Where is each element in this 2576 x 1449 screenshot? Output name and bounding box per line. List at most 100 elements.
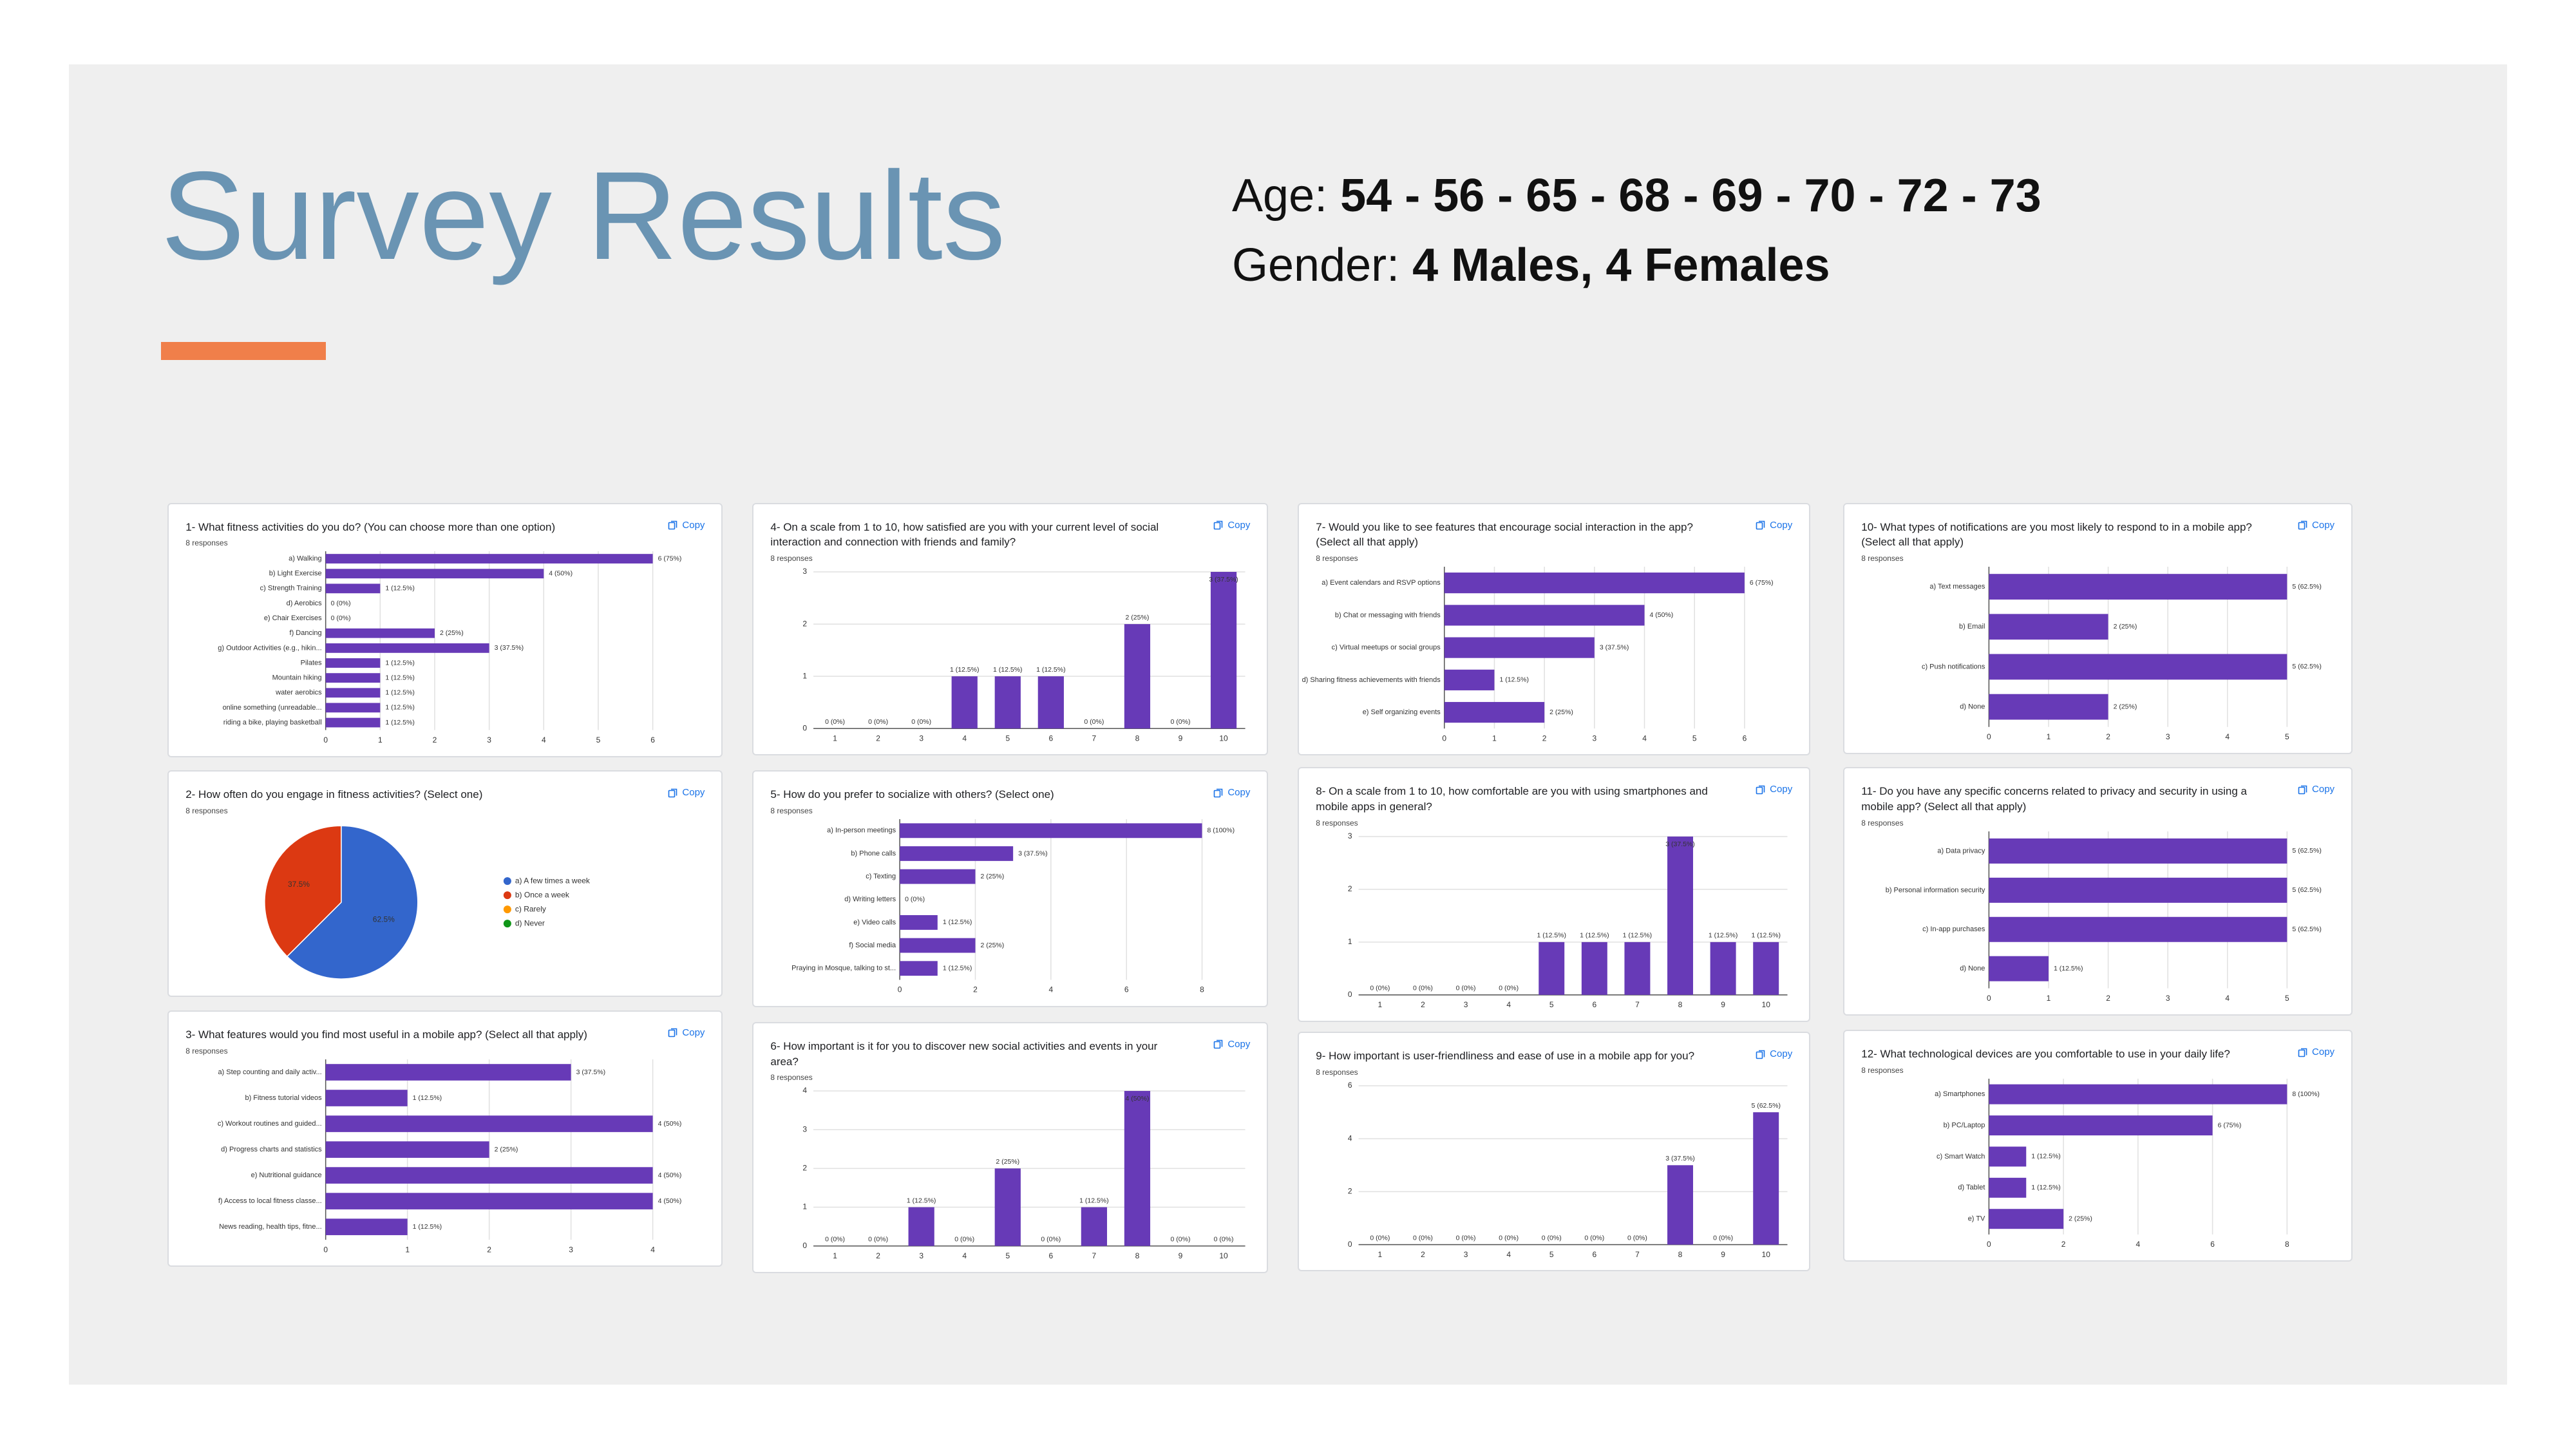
bar bbox=[325, 554, 653, 564]
x-tick-label: 1 bbox=[833, 1251, 838, 1260]
copy-button[interactable]: Copy bbox=[1756, 784, 1792, 795]
bar bbox=[325, 718, 381, 728]
chart: 0 1 2 3 4 5 a) Data privacy 5 (62.5%) b) Persona… bbox=[1886, 831, 2322, 1003]
value-label: 0 (0%) bbox=[1413, 1234, 1433, 1242]
copy-label: Copy bbox=[1227, 1038, 1251, 1050]
value-label: 0 (0%) bbox=[1456, 985, 1476, 992]
value-label: 1 (12.5%) bbox=[1036, 666, 1066, 674]
value-label: 1 (12.5%) bbox=[2032, 1153, 2061, 1160]
value-label: 3 (37.5%) bbox=[1666, 1155, 1696, 1162]
x-tick-label: 5 bbox=[2285, 732, 2289, 741]
copy-button[interactable]: Copy bbox=[1756, 1048, 1792, 1059]
x-tick-label: 1 bbox=[406, 1245, 410, 1254]
responses-count: 8 responses bbox=[770, 554, 813, 564]
y-tick-label: 2 bbox=[803, 1164, 808, 1173]
bar bbox=[325, 658, 381, 668]
bar bbox=[951, 676, 978, 729]
copy-button[interactable]: Copy bbox=[1213, 520, 1250, 531]
bar bbox=[1582, 942, 1608, 995]
copy-icon bbox=[1756, 520, 1765, 530]
bar bbox=[908, 1207, 935, 1247]
value-label: 0 (0%) bbox=[1627, 1234, 1647, 1242]
x-tick-label: 3 bbox=[1464, 1250, 1468, 1259]
copy-button[interactable]: Copy bbox=[1213, 787, 1250, 798]
x-tick-label: 4 bbox=[1507, 1000, 1511, 1009]
category-label: c) In-app purchases bbox=[1922, 925, 1985, 933]
question-title: 5- How do you prefer to socialize with o… bbox=[770, 788, 1054, 801]
value-label: 1 (12.5%) bbox=[2032, 1184, 2061, 1191]
bar bbox=[325, 569, 544, 579]
copy-button[interactable]: Copy bbox=[668, 787, 705, 798]
x-tick-label: 4 bbox=[1642, 734, 1647, 743]
y-tick-label: 2 bbox=[803, 619, 808, 628]
copy-label: Copy bbox=[2312, 519, 2335, 531]
responses-count: 8 responses bbox=[770, 1073, 813, 1083]
copy-button[interactable]: Copy bbox=[1213, 1039, 1250, 1050]
category-label: d) None bbox=[1960, 703, 1985, 711]
copy-button[interactable]: Copy bbox=[2298, 520, 2334, 531]
y-tick-label: 0 bbox=[803, 1241, 808, 1250]
bar bbox=[1710, 942, 1736, 995]
x-tick-label: 9 bbox=[1721, 1250, 1726, 1259]
category-label: d) Sharing fitness achievements with fri… bbox=[1302, 676, 1441, 684]
x-tick-label: 2 bbox=[876, 734, 881, 743]
x-tick-label: 5 bbox=[1006, 734, 1010, 743]
age-line: Age: 54 - 56 - 65 - 68 - 69 - 70 - 72 - … bbox=[1232, 173, 2041, 219]
bar bbox=[1989, 838, 2287, 864]
value-label: 1 (12.5%) bbox=[1623, 932, 1653, 940]
copy-button[interactable]: Copy bbox=[2298, 1046, 2334, 1057]
category-label: d) Writing letters bbox=[845, 896, 896, 904]
y-tick-label: 0 bbox=[1348, 1240, 1352, 1249]
value-label: 0 (0%) bbox=[1041, 1236, 1061, 1244]
category-label: a) In-person meetings bbox=[828, 827, 896, 835]
bar bbox=[1753, 942, 1779, 995]
bar bbox=[1124, 1091, 1151, 1247]
bar bbox=[325, 1218, 408, 1235]
legend-label: c) Rarely bbox=[515, 905, 546, 914]
value-label: 6 (75%) bbox=[1750, 579, 1774, 587]
chart: 0 1 2 3 4 5 a) Text messages 5 (62.5%) b) Email 2… bbox=[1922, 567, 2322, 741]
category-label: e) Chair Exercises bbox=[264, 614, 322, 622]
category-label: c) Push notifications bbox=[1922, 663, 1985, 671]
y-tick-label: 3 bbox=[803, 567, 808, 576]
copy-icon bbox=[1756, 785, 1765, 795]
category-label: c) Virtual meetups or social groups bbox=[1332, 644, 1441, 652]
value-label: 1 (12.5%) bbox=[386, 719, 415, 726]
category-label: f) Access to local fitness classe... bbox=[218, 1197, 322, 1205]
x-tick-label: 4 bbox=[2136, 1240, 2141, 1249]
category-label: online something (unreadable... bbox=[223, 704, 322, 712]
x-tick-label: 5 bbox=[1006, 1251, 1010, 1260]
slice-label: 37.5% bbox=[288, 880, 310, 889]
value-label: 4 (50%) bbox=[658, 1197, 682, 1205]
bar bbox=[325, 1115, 653, 1132]
x-tick-label: 1 bbox=[1378, 1250, 1383, 1259]
value-label: 0 (0%) bbox=[825, 718, 845, 726]
bar bbox=[325, 1141, 489, 1158]
x-tick-label: 8 bbox=[1678, 1250, 1683, 1259]
value-label: 5 (62.5%) bbox=[2293, 583, 2322, 591]
value-label: 0 (0%) bbox=[1370, 1234, 1390, 1242]
x-tick-label: 2 bbox=[2106, 994, 2110, 1003]
bar bbox=[1038, 676, 1065, 729]
bar bbox=[325, 673, 381, 683]
card-header: 9- How important is user-friendliness an… bbox=[1316, 1048, 1792, 1064]
copy-icon bbox=[2298, 1048, 2307, 1057]
copy-button[interactable]: Copy bbox=[668, 520, 705, 531]
responses-count: 8 responses bbox=[1316, 554, 1358, 564]
copy-button[interactable]: Copy bbox=[2298, 784, 2334, 795]
card-header: 4- On a scale from 1 to 10, how satisfie… bbox=[770, 520, 1250, 551]
value-label: 1 (12.5%) bbox=[943, 965, 972, 972]
value-label: 1 (12.5%) bbox=[1500, 676, 1530, 684]
category-label: b) Phone calls bbox=[851, 850, 896, 858]
value-label: 5 (62.5%) bbox=[2293, 663, 2322, 670]
copy-button[interactable]: Copy bbox=[668, 1027, 705, 1038]
value-label: 0 (0%) bbox=[1585, 1234, 1605, 1242]
bar bbox=[1753, 1112, 1779, 1245]
copy-button[interactable]: Copy bbox=[1756, 520, 1792, 531]
value-label: 5 (62.5%) bbox=[2293, 847, 2322, 855]
bar bbox=[325, 1166, 653, 1184]
bar bbox=[1989, 694, 2108, 720]
bar bbox=[325, 1063, 571, 1081]
bar bbox=[1081, 1207, 1108, 1247]
card-header: 11- Do you have any specific concerns re… bbox=[1861, 784, 2334, 815]
